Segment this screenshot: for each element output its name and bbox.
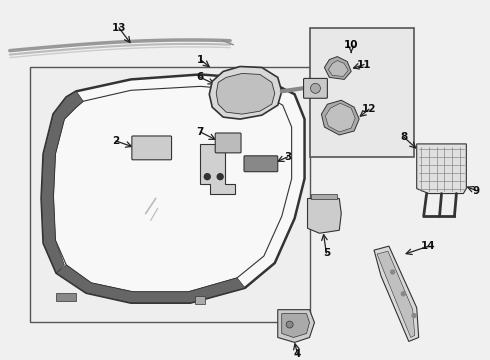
FancyBboxPatch shape <box>132 136 172 160</box>
Circle shape <box>311 84 320 93</box>
Polygon shape <box>328 60 348 76</box>
Polygon shape <box>56 265 245 303</box>
Text: 9: 9 <box>473 185 480 195</box>
Bar <box>310 28 414 157</box>
Polygon shape <box>321 100 359 135</box>
FancyBboxPatch shape <box>304 78 327 98</box>
Polygon shape <box>42 75 305 303</box>
Bar <box>29 67 310 321</box>
Polygon shape <box>416 144 466 194</box>
Text: 13: 13 <box>112 23 126 33</box>
Circle shape <box>412 314 416 318</box>
Polygon shape <box>324 57 351 80</box>
Text: 8: 8 <box>400 132 407 142</box>
Bar <box>56 293 76 301</box>
Text: 3: 3 <box>284 152 291 162</box>
Polygon shape <box>308 198 341 233</box>
Polygon shape <box>377 251 415 337</box>
Text: 11: 11 <box>357 59 371 69</box>
Polygon shape <box>282 314 310 337</box>
Text: 7: 7 <box>196 127 204 137</box>
Circle shape <box>391 270 394 274</box>
Text: 4: 4 <box>294 349 301 359</box>
Polygon shape <box>325 103 355 132</box>
Polygon shape <box>312 194 337 198</box>
Text: 12: 12 <box>362 104 376 114</box>
Text: 1: 1 <box>196 55 204 64</box>
FancyBboxPatch shape <box>244 156 278 172</box>
Polygon shape <box>278 310 315 342</box>
Circle shape <box>217 174 223 180</box>
Circle shape <box>204 174 210 180</box>
Text: 14: 14 <box>421 241 436 251</box>
Polygon shape <box>216 73 275 114</box>
Polygon shape <box>209 67 282 119</box>
Polygon shape <box>374 246 418 341</box>
Text: 5: 5 <box>323 248 330 258</box>
Circle shape <box>286 321 293 328</box>
Polygon shape <box>42 91 83 273</box>
Bar <box>196 296 205 304</box>
Circle shape <box>401 292 405 296</box>
Text: 6: 6 <box>196 72 204 82</box>
Polygon shape <box>200 144 235 194</box>
Text: 10: 10 <box>344 40 359 50</box>
Text: 2: 2 <box>112 136 120 146</box>
FancyBboxPatch shape <box>215 133 241 153</box>
